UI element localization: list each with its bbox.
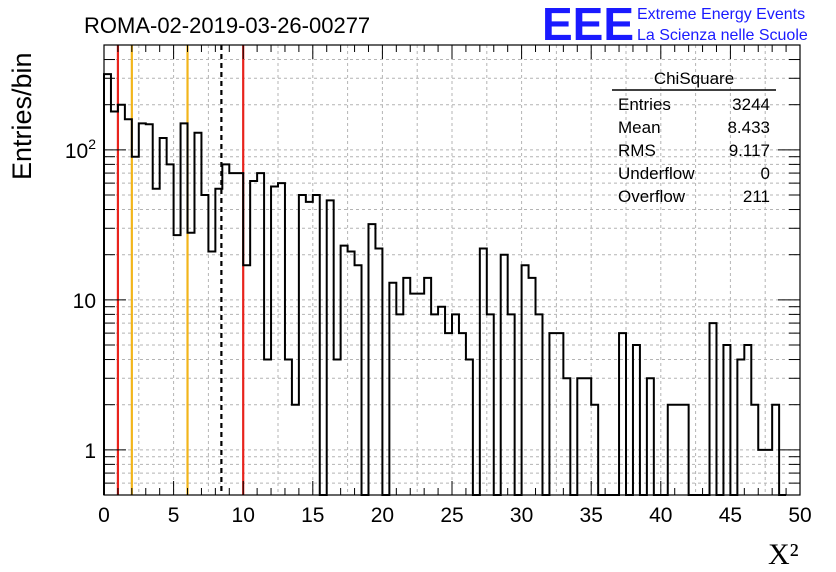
x-tick-labels: 0 5 10 15 20 25 30 35 40 45 50 xyxy=(98,504,812,527)
stats-row-value: 211 xyxy=(743,187,770,206)
y-tick-labels: 1 10 102 xyxy=(65,136,96,463)
x-tick-label: 15 xyxy=(301,504,324,527)
x-axis-label: X² xyxy=(768,538,799,571)
stats-row-label: RMS xyxy=(618,141,656,160)
x-tick-label: 35 xyxy=(580,504,603,527)
stats-row-value: 3244 xyxy=(732,95,770,114)
stats-row-value: 8.433 xyxy=(727,118,770,137)
cut-markers xyxy=(116,45,245,495)
x-tick-label: 45 xyxy=(719,504,742,527)
eee-logo-mark: EEE xyxy=(542,0,634,50)
stats-row-label: Underflow xyxy=(618,164,695,183)
x-tick-label: 0 xyxy=(98,504,110,527)
x-tick-label: 30 xyxy=(510,504,533,527)
stats-row-label: Overflow xyxy=(618,187,686,206)
y-tick-label: 10 xyxy=(73,290,96,313)
y-axis-label: Entries/bin xyxy=(7,52,37,180)
x-tick-label: 40 xyxy=(649,504,672,527)
x-tick-label: 20 xyxy=(371,504,394,527)
stats-row-label: Entries xyxy=(618,95,671,114)
stats-row-value: 0 xyxy=(761,164,770,183)
y-tick-label: 1 xyxy=(84,440,96,463)
x-tick-label: 5 xyxy=(168,504,180,527)
stats-row-value: 9.117 xyxy=(729,141,770,160)
axis-ticks xyxy=(103,44,801,496)
y-tick-label: 102 xyxy=(65,136,96,163)
eee-logo-line2: La Scienza nelle Scuole xyxy=(637,27,808,44)
stats-box: ChiSquare Entries 3244 Mean 8.433 RMS 9.117 Un… xyxy=(612,69,776,206)
x-tick-label: 50 xyxy=(788,504,811,527)
stats-title: ChiSquare xyxy=(654,69,734,88)
grid-lines xyxy=(104,44,800,496)
x-tick-label: 10 xyxy=(232,504,255,527)
x-tick-label: 25 xyxy=(440,504,463,527)
chart-title: ROMA-02-2019-03-26-00277 xyxy=(84,13,370,38)
stats-rows: Entries 3244 Mean 8.433 RMS 9.117 Underflow 0 Ov… xyxy=(618,95,770,206)
eee-logo-line1: Extreme Energy Events xyxy=(637,6,805,23)
stats-row-label: Mean xyxy=(618,118,661,137)
